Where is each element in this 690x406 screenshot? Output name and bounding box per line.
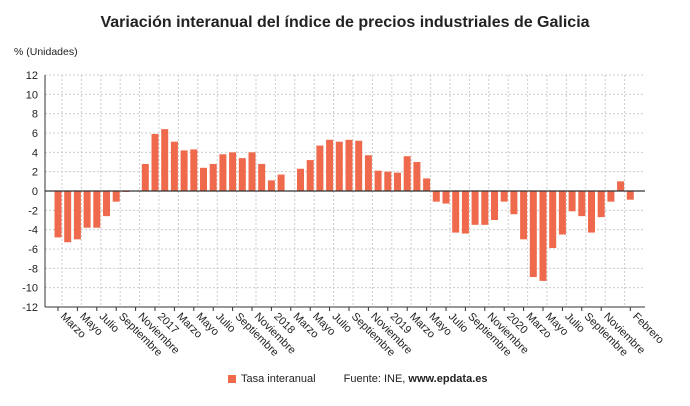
source-site: www.epdata.es [408,373,488,385]
bar [374,170,382,191]
bar [64,191,72,243]
y-tick-label: -2 [28,205,38,217]
bar [54,191,62,238]
bar [413,162,421,191]
bar [229,152,237,191]
bar [93,191,101,228]
bar [578,191,586,217]
bar [461,191,469,234]
bar [568,191,576,212]
bar [200,167,207,191]
bar [452,191,460,233]
bar [481,191,489,225]
bar [73,191,81,240]
y-tick-label: 0 [32,186,38,198]
bar [394,172,401,191]
legend-label: Tasa interanual [241,373,316,385]
y-tick-label: -6 [28,244,38,256]
bar [500,191,508,202]
bar [510,191,518,215]
y-tick-label: -4 [28,225,38,237]
bar [597,191,605,218]
legend-swatch [228,375,236,383]
bar [617,181,625,191]
bar [180,150,188,191]
y-tick-label: -12 [22,302,38,314]
bar [112,191,120,202]
bar [335,141,343,191]
bar [520,191,528,240]
bar [161,129,169,191]
bar [626,191,634,200]
bar [364,155,372,191]
bar [267,180,275,191]
y-tick-label: 10 [26,89,38,101]
source-prefix: Fuente: INE, [343,373,409,385]
bar [170,141,178,191]
y-tick-label: 2 [32,167,38,179]
bar [558,191,566,235]
source-text: Fuente: INE, www.epdata.es [344,373,488,385]
bar [238,158,246,191]
bar [190,149,198,191]
legend: Tasa interanual Fuente: INE, www.epdata.… [228,373,487,385]
bar [209,163,217,191]
bar [403,156,411,191]
bar [83,191,91,228]
bar [384,171,392,191]
bar [432,191,440,202]
bar [141,163,149,191]
bar [471,191,479,225]
bar [151,133,159,191]
bar [326,139,334,191]
bar [345,139,353,191]
y-axis-label: % (Unidades) [14,46,78,58]
y-tick-label: -10 [22,283,38,295]
bar [588,191,595,233]
bar [297,168,304,191]
bar [423,178,431,191]
bar [306,160,314,191]
bar [219,154,227,191]
bar [539,191,547,281]
y-tick-label: 4 [32,147,38,159]
bar [529,191,537,278]
bar [258,163,266,191]
bar [549,191,557,249]
bar [277,174,285,191]
y-tick-label: 8 [32,109,38,121]
bar [248,152,256,191]
bar [491,191,498,220]
y-tick-label: 12 [26,70,38,82]
bar [355,140,363,191]
y-tick-label: 6 [32,128,38,140]
chart-title: Variación interanual del índice de preci… [100,14,590,31]
y-tick-label: -8 [28,263,38,275]
bar [442,191,450,204]
bar [607,191,615,202]
bar [316,145,324,191]
bar [103,191,110,217]
